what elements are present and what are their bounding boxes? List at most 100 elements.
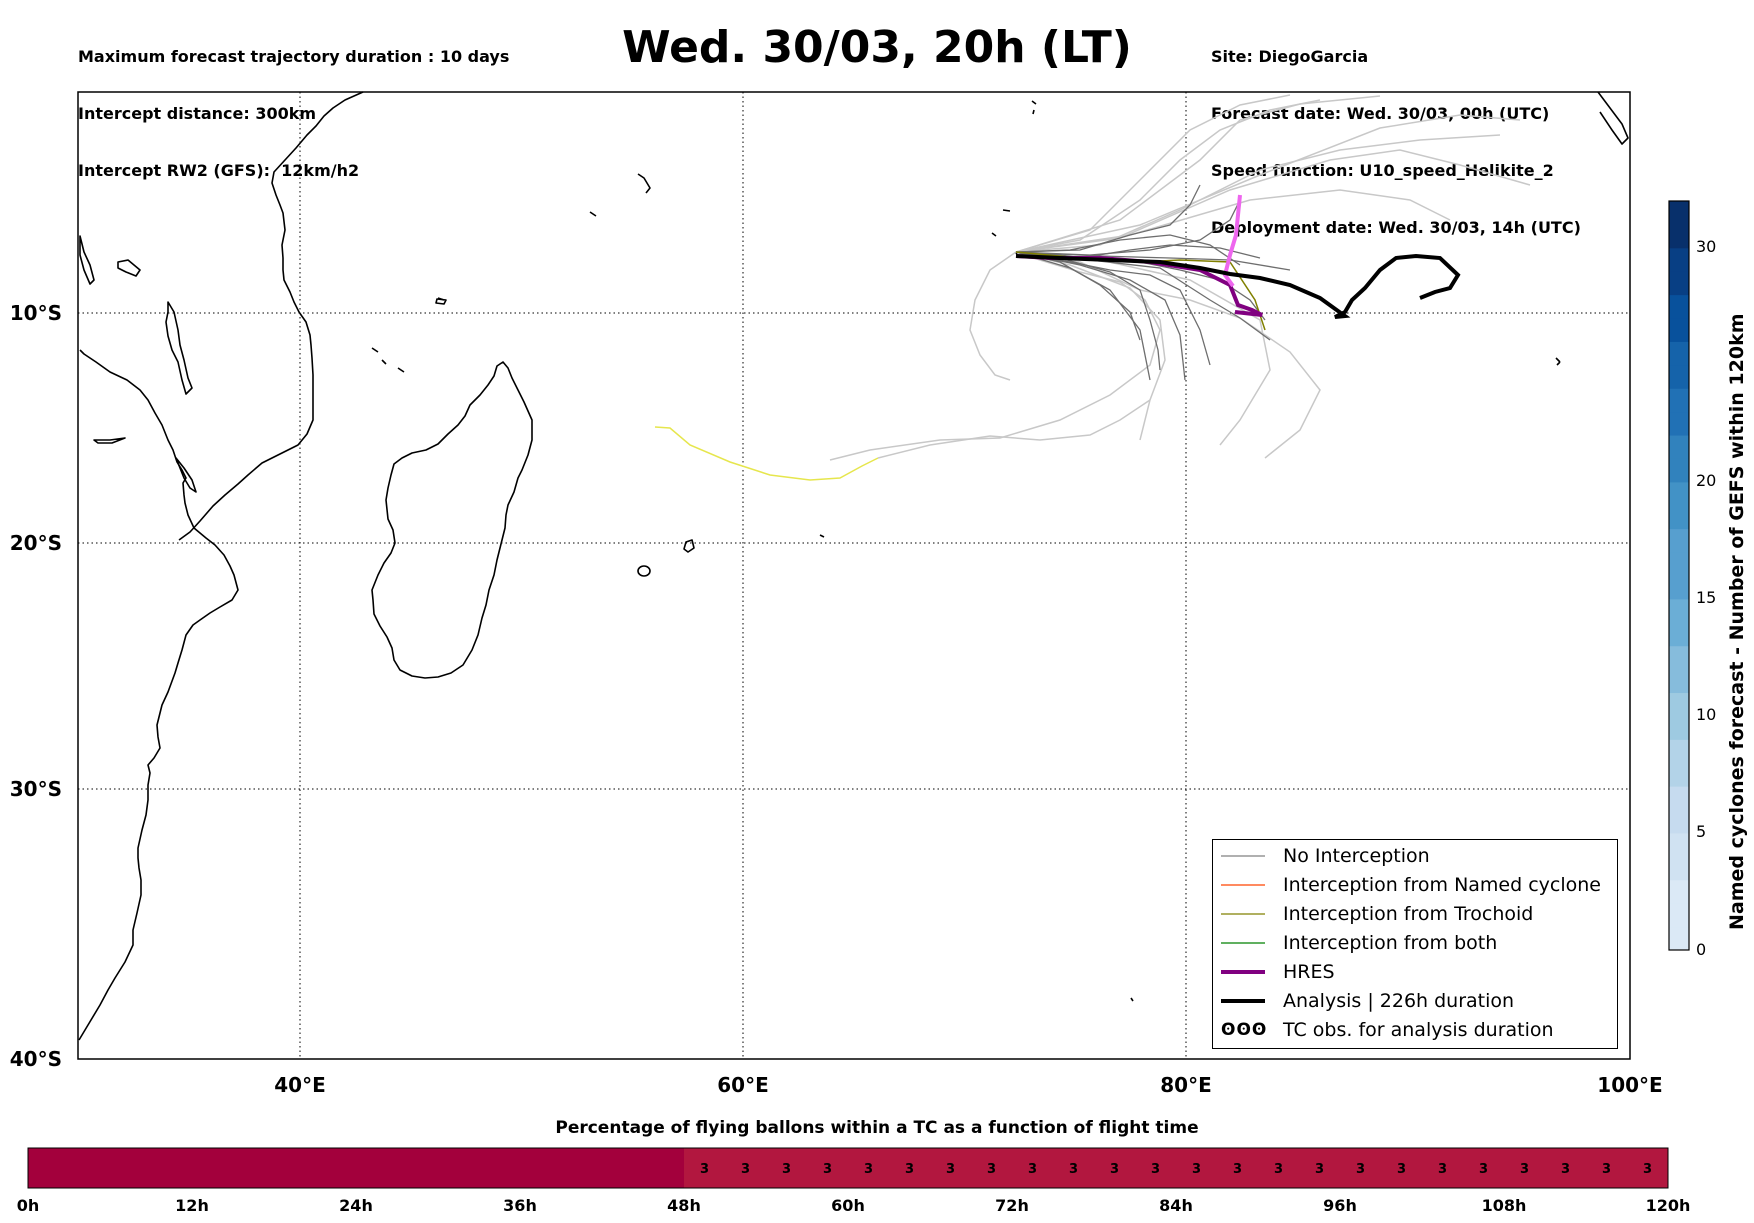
timebar-segment [1627,1148,1669,1188]
speed-function: Speed function: U10_speed_Helikite_2 [1211,161,1554,180]
colorbar-step [1669,271,1689,296]
time-label-96h: 96h [1323,1196,1357,1215]
time-label-120h: 120h [1645,1196,1691,1215]
timebar-segment [561,1148,603,1188]
colorbar-step [1669,224,1689,249]
timebar-segment [315,1148,357,1188]
timebar-value: 3 [700,1162,709,1177]
legend-label: Interception from Named cyclone [1283,874,1601,896]
timebar-segment [1299,1148,1341,1188]
timebar-value: 3 [1561,1162,1570,1177]
legend-swatch [1221,855,1265,857]
sumatra-coastline [1597,91,1629,145]
amsterdam-island [1130,997,1134,1002]
africa-coastline-north [178,91,364,541]
legend-label: Interception from Trochoid [1283,903,1534,925]
time-label-0h: 0h [16,1196,40,1215]
legend-item-trochoid: Interception from Trochoid [1213,901,1533,927]
timebar-value: 3 [782,1162,791,1177]
legend-swatch [1221,884,1265,886]
colorbar-step [1669,786,1689,811]
cargados-islands [819,534,825,538]
time-label-72h: 72h [995,1196,1029,1215]
tc-symbol-icon: ʘʘʘ [1221,1020,1268,1040]
timebar-segment [1176,1148,1218,1188]
param-intercept-distance: Intercept distance: 300km [78,104,317,123]
gridlines [78,92,1630,1059]
lat-label-40s: 40°S [9,1047,62,1071]
legend-swatch [1221,999,1265,1003]
timebar-value: 3 [864,1162,873,1177]
timebar-value: 3 [1274,1162,1283,1177]
colorbar-tick-15: 15 [1696,588,1717,607]
gefs-bundle-11 [1015,251,1151,381]
timebar-segment [1463,1148,1505,1188]
colorbar-step [1669,903,1689,928]
colorbar-step [1669,669,1689,694]
colorbar-step [1669,435,1689,459]
timebar-segment [725,1148,767,1188]
colorbar-step [1669,692,1689,717]
gefs-trajectory-north-4 [1015,149,1531,253]
time-label-36h: 36h [503,1196,537,1215]
colorbar-label: Named cyclones forecast - Number of GEFS… [1726,313,1748,930]
timebar-value: 3 [741,1162,750,1177]
madagascar-coastline [371,361,533,679]
timebar-value: 3 [1028,1162,1037,1177]
hres-trajectory-extension [1222,194,1242,288]
gefs-bundle-1 [1015,251,1266,321]
timebar-value: 3 [987,1162,996,1177]
timebar-segment [1012,1148,1054,1188]
timebar-segment [397,1148,439,1188]
timebar-value: 3 [1356,1162,1365,1177]
colorbar-step [1669,388,1689,413]
maldives-islands [1031,100,1037,115]
site-name: Site: DiegoGarcia [1211,47,1369,66]
map-frame [77,91,1631,1060]
legend-item-tc-obs: ʘʘʘ TC obs. for analysis duration [1213,1017,1554,1043]
timebar-value: 3 [946,1162,955,1177]
gefs-trajectory-se [1015,251,1271,446]
colorbar-step [1669,879,1689,904]
gefs-trajectory-north-6 [1015,95,1381,253]
timebar-value: 3 [1397,1162,1406,1177]
time-label-48h: 48h [667,1196,701,1215]
timebar-segment [889,1148,931,1188]
legend-label: Analysis | 226h duration [1283,990,1515,1012]
lake-tanganyika [79,235,95,285]
colorbar-step [1669,318,1689,342]
timebar-segment [930,1148,972,1188]
lat-label-30s: 30°S [9,777,62,801]
time-label-84h: 84h [1159,1196,1193,1215]
timebar-segment [69,1148,111,1188]
colorbar-step [1669,505,1689,530]
colorbar-step [1669,622,1689,647]
legend-swatch [1221,970,1265,974]
timebar-value: 3 [1069,1162,1078,1177]
africa-coastline [78,349,239,1041]
gefs-bundle-12 [1015,184,1201,253]
gefs-trajectory-west [969,251,1017,381]
colorbar-step [1669,552,1689,576]
legend-item-hres: HRES [1213,959,1335,985]
timebar-segment [192,1148,234,1188]
colorbar-step [1669,832,1689,857]
timebar-value: 3 [1315,1162,1324,1177]
legend-label: No Interception [1283,845,1430,867]
gefs-bundle-7 [1015,251,1186,381]
gefs-trajectory-far [829,251,1161,461]
timebar-segment [520,1148,562,1188]
timebar-value: 3 [905,1162,914,1177]
lake-bangweulu [175,457,197,493]
time-label-12h: 12h [175,1196,209,1215]
legend-item-analysis: Analysis | 226h duration [1213,988,1514,1014]
comoros-islands [371,347,405,373]
gefs-bundle-2 [1015,251,1211,366]
gefs-trajectory-north-5 [1015,114,1521,253]
colorbar-tick-10: 10 [1696,705,1717,724]
timebar-segment [1217,1148,1259,1188]
timebar-frame [27,1147,1669,1189]
timebar-value: 3 [1520,1162,1529,1177]
time-label-108h: 108h [1481,1196,1527,1215]
